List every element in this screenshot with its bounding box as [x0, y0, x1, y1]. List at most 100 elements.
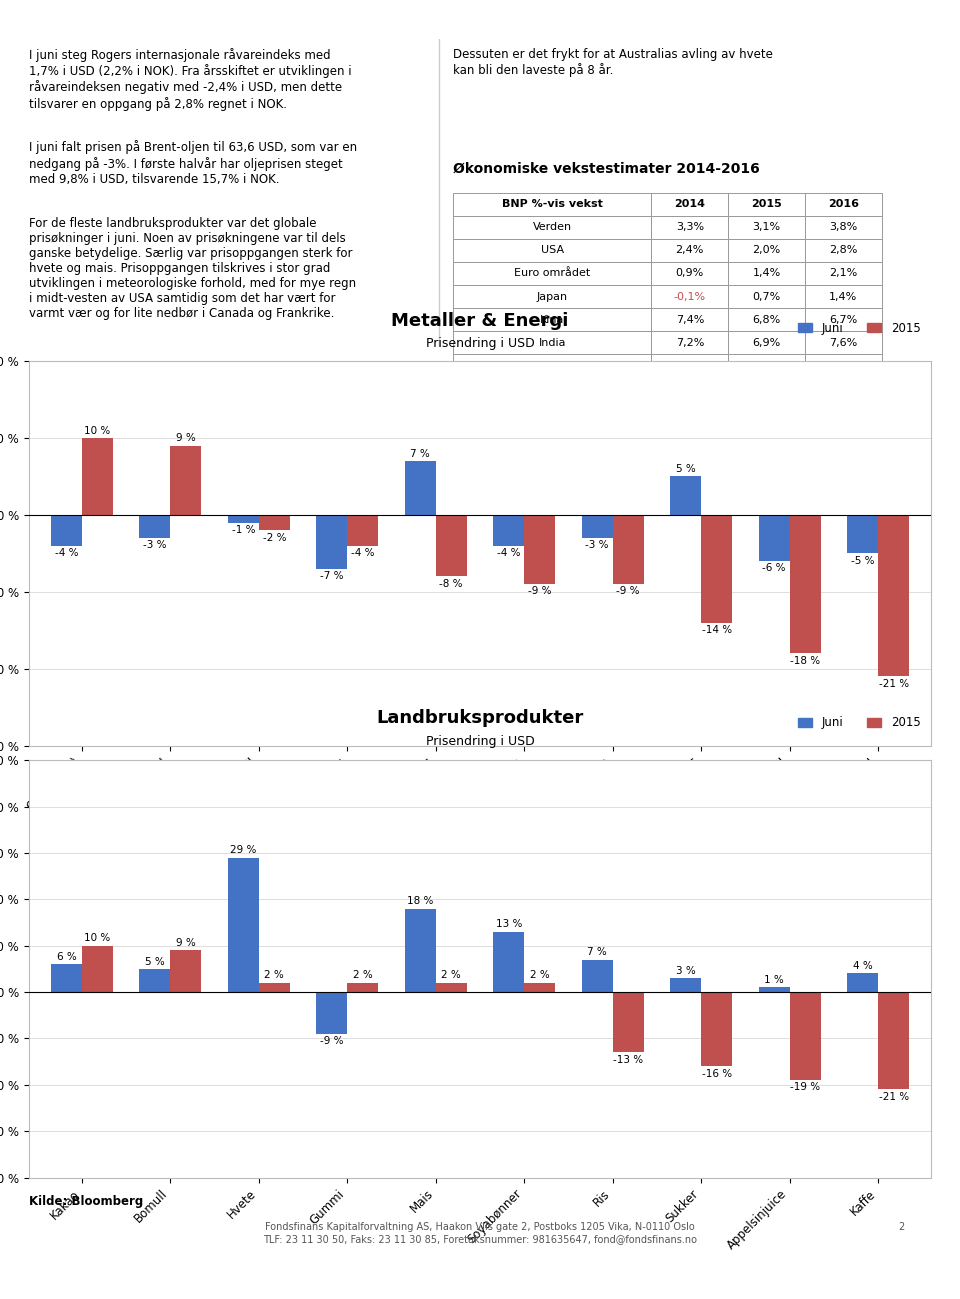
Bar [728, 262, 804, 284]
Text: -19 %: -19 % [790, 1082, 820, 1092]
Bar [652, 192, 728, 216]
Bar [728, 192, 804, 216]
Bar [453, 377, 652, 400]
Text: I juni falt prisen på Brent-oljen til 63,6 USD, som var en
nedgang på -3%. I før: I juni falt prisen på Brent-oljen til 63… [29, 140, 357, 186]
Text: Kilde: Bloomberg: Kilde: Bloomberg [29, 1195, 143, 1208]
Bar [804, 284, 881, 308]
Text: -1 %: -1 % [231, 525, 255, 535]
Text: -9 %: -9 % [320, 1037, 344, 1046]
Bar [701, 992, 732, 1066]
Text: Prisendring i USD: Prisendring i USD [425, 735, 535, 748]
Bar [878, 514, 909, 677]
Text: 6,7%: 6,7% [829, 314, 857, 325]
Bar [228, 514, 259, 522]
Bar [652, 216, 728, 239]
Text: Prisendring i USD: Prisendring i USD [425, 336, 535, 349]
Bar [728, 239, 804, 262]
Text: 18 %: 18 % [407, 896, 434, 907]
Text: 0,6%: 0,6% [676, 383, 704, 394]
Bar [790, 514, 821, 653]
Bar [453, 284, 652, 308]
Bar [51, 964, 82, 992]
Bar [804, 192, 881, 216]
Text: 2016: 2016 [828, 199, 858, 209]
Bar [847, 973, 878, 992]
Text: Euro området: Euro området [514, 269, 590, 278]
Bar [524, 514, 555, 585]
Text: 0,7%: 0,7% [753, 291, 780, 301]
Text: 9 %: 9 % [176, 434, 196, 443]
Bar [612, 514, 643, 585]
Bar [804, 355, 881, 377]
Bar [228, 857, 259, 992]
Bar [728, 377, 804, 400]
Text: Verden: Verden [533, 222, 572, 233]
Bar [847, 514, 878, 553]
Bar [317, 514, 348, 569]
Bar [804, 216, 881, 239]
Bar [804, 262, 881, 284]
Bar [436, 514, 467, 577]
Bar [652, 262, 728, 284]
Bar [652, 284, 728, 308]
Text: For de fleste landbruksprodukter var det globale
prisøkninger i juni. Noen av pr: For de fleste landbruksprodukter var det… [29, 217, 356, 321]
Text: 0,8%: 0,8% [829, 383, 857, 394]
Text: 6 %: 6 % [57, 952, 76, 961]
Text: 2,0%: 2,0% [753, 246, 780, 256]
Text: 2: 2 [898, 1222, 904, 1233]
Text: 0,2%: 0,2% [676, 361, 704, 370]
Bar [82, 946, 113, 992]
Bar [436, 983, 467, 992]
Text: 1 %: 1 % [764, 976, 784, 985]
Text: Dessuten er det frykt for at Australias avling av hvete
kan bli den laveste på 8: Dessuten er det frykt for at Australias … [453, 48, 773, 78]
Bar [728, 216, 804, 239]
Text: Japan: Japan [537, 291, 567, 301]
Text: Landbruksprodukter: Landbruksprodukter [376, 709, 584, 726]
Text: -18 %: -18 % [790, 656, 820, 665]
Text: -0,8%: -0,8% [751, 361, 782, 370]
Text: 5 %: 5 % [145, 956, 165, 966]
Bar [582, 960, 612, 992]
Text: 1,4%: 1,4% [753, 269, 780, 278]
Bar [728, 284, 804, 308]
Bar [405, 908, 436, 992]
Bar [758, 514, 790, 561]
Text: 2,8%: 2,8% [829, 246, 857, 256]
Text: -4 %: -4 % [55, 548, 78, 559]
Bar [652, 377, 728, 400]
Text: India: India [539, 338, 566, 348]
Text: 3 %: 3 % [676, 965, 696, 976]
Bar [728, 308, 804, 331]
Bar [453, 355, 652, 377]
Text: -2 %: -2 % [262, 533, 286, 543]
Text: 6,9%: 6,9% [753, 338, 780, 348]
Text: Russland: Russland [527, 383, 577, 394]
Text: BNP %-vis vekst: BNP %-vis vekst [502, 199, 603, 209]
Text: 13 %: 13 % [495, 920, 522, 929]
Text: -21 %: -21 % [878, 1091, 909, 1102]
Text: Brasil: Brasil [537, 361, 567, 370]
Text: -5 %: -5 % [851, 556, 875, 565]
Bar [405, 461, 436, 514]
Text: -3,1%: -3,1% [751, 383, 782, 394]
Text: 2,4%: 2,4% [676, 246, 704, 256]
Bar [259, 514, 290, 530]
Bar [652, 308, 728, 331]
Bar [670, 477, 701, 514]
Text: Kina: Kina [540, 314, 564, 325]
Text: -8 %: -8 % [440, 579, 463, 588]
Text: 7,4%: 7,4% [676, 314, 704, 325]
Text: -14 %: -14 % [702, 625, 732, 635]
Text: -9 %: -9 % [528, 586, 551, 596]
Text: Kilde: OECD Economic outlook projections, juni 2015: Kilde: OECD Economic outlook projections… [453, 426, 710, 436]
Bar [652, 331, 728, 355]
Text: -7 %: -7 % [320, 572, 344, 581]
Bar [139, 514, 170, 538]
Bar [728, 355, 804, 377]
Bar [493, 514, 524, 546]
Text: 5 %: 5 % [676, 464, 696, 474]
Bar [524, 983, 555, 992]
Bar [790, 992, 821, 1081]
Bar [670, 978, 701, 992]
Bar [652, 355, 728, 377]
